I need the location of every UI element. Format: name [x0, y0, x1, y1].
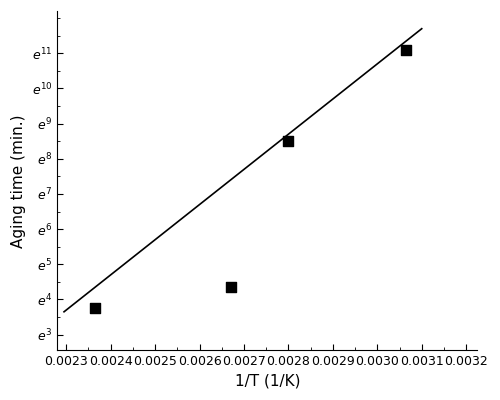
Y-axis label: Aging time (min.): Aging time (min.) — [11, 114, 26, 248]
Point — [402, 46, 410, 53]
Point — [226, 284, 234, 290]
Point — [91, 305, 99, 312]
Point — [284, 138, 292, 144]
X-axis label: 1/T (1/K): 1/T (1/K) — [234, 374, 300, 389]
